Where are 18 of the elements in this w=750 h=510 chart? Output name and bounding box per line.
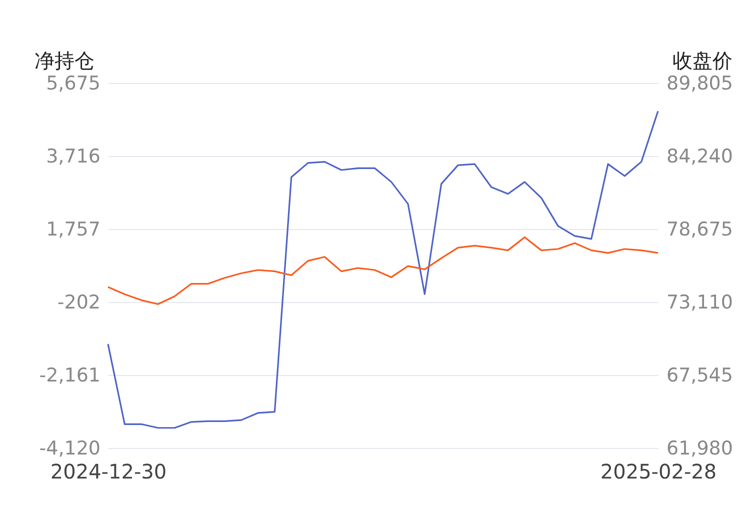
y-axis-title: 净持仓 <box>34 48 94 72</box>
x-tick-label: 2024-12-30 <box>50 460 167 484</box>
y-tick-label: 3,716 <box>46 146 100 168</box>
y-tick-label: 1,757 <box>46 218 100 240</box>
y-tick-label: -2,161 <box>39 364 100 386</box>
y2-tick-label: 89,805 <box>666 72 733 94</box>
line-series <box>107 236 659 305</box>
y2-tick-label: 67,545 <box>666 364 733 386</box>
line-series <box>107 110 659 429</box>
y2-tick-label: 84,240 <box>666 146 733 168</box>
y2-axis-title: 收盘价 <box>672 48 732 72</box>
y2-tick-label: 78,675 <box>666 218 733 240</box>
y-tick-label: -202 <box>57 292 100 314</box>
y-tick-label: 5,675 <box>46 72 100 94</box>
y-tick-label: -4,120 <box>39 438 100 460</box>
y2-tick-label: 61,980 <box>666 438 733 460</box>
y2-tick-label: 73,110 <box>666 292 733 314</box>
x-tick-label: 2025-02-28 <box>600 460 717 484</box>
